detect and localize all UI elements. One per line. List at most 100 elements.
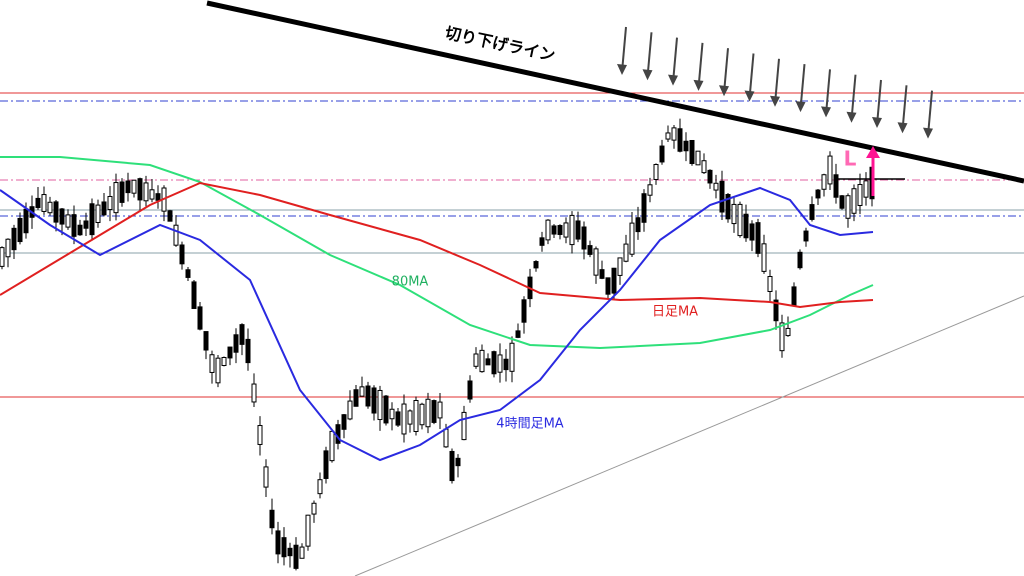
candle-body bbox=[605, 277, 611, 295]
candle-body bbox=[341, 414, 347, 430]
candle-body bbox=[449, 450, 455, 482]
candle-body bbox=[587, 245, 593, 255]
candle-body bbox=[677, 128, 683, 152]
candle-body bbox=[53, 201, 59, 223]
candle-body bbox=[383, 395, 389, 424]
down-arrow-head bbox=[821, 106, 831, 118]
candle-body bbox=[695, 150, 701, 166]
candle-body bbox=[209, 354, 215, 373]
candle-body bbox=[149, 189, 155, 200]
candle-body bbox=[239, 324, 245, 345]
candle-body bbox=[581, 226, 587, 250]
candle-body bbox=[443, 428, 449, 448]
down-arrow bbox=[646, 32, 653, 78]
candle-body bbox=[701, 160, 707, 174]
candle-body bbox=[761, 243, 767, 272]
candle-body bbox=[227, 346, 233, 359]
candle-body bbox=[11, 227, 17, 251]
candle-body bbox=[257, 425, 263, 445]
down-arrow bbox=[876, 79, 882, 126]
candle-body bbox=[773, 299, 779, 322]
candle-body bbox=[407, 410, 413, 425]
candle-body bbox=[755, 222, 761, 254]
candle-body bbox=[863, 180, 869, 198]
candle-body bbox=[533, 261, 539, 269]
candle-body bbox=[101, 201, 107, 216]
candle-body bbox=[785, 327, 791, 337]
candle-body bbox=[659, 145, 665, 163]
candle-body bbox=[137, 178, 143, 201]
candle-body bbox=[455, 457, 461, 467]
candle-body bbox=[377, 389, 383, 421]
candle-body bbox=[317, 479, 323, 495]
down-arrow bbox=[799, 64, 806, 110]
candle-body bbox=[635, 217, 641, 233]
candle-body bbox=[437, 401, 443, 419]
candle-body bbox=[389, 408, 395, 420]
candle-body bbox=[503, 358, 509, 371]
candle-body bbox=[653, 164, 659, 180]
candle-body bbox=[35, 197, 41, 209]
candle-body bbox=[125, 180, 131, 194]
candle-body bbox=[401, 403, 407, 435]
down-arrow-head bbox=[795, 101, 806, 113]
ma80-label: 80MA bbox=[392, 275, 429, 290]
candle-body bbox=[857, 184, 863, 206]
down-arrow bbox=[850, 74, 857, 120]
down-arrow-head bbox=[642, 69, 653, 81]
candle-body bbox=[545, 219, 551, 241]
candle-body bbox=[713, 182, 719, 191]
entry-label: L bbox=[844, 147, 857, 171]
arrows bbox=[617, 26, 933, 139]
candle-body bbox=[233, 334, 239, 353]
candle-body bbox=[473, 353, 479, 367]
candle-body bbox=[17, 217, 23, 243]
candle-body bbox=[311, 502, 317, 515]
candle-body bbox=[491, 351, 497, 375]
candle-body bbox=[539, 237, 545, 246]
candle-body bbox=[113, 182, 119, 214]
candle-body bbox=[845, 195, 851, 219]
candle-body bbox=[707, 169, 713, 184]
down-arrow-head bbox=[897, 122, 908, 134]
candle-body bbox=[143, 182, 149, 202]
candle-body bbox=[797, 251, 803, 269]
candle-body bbox=[107, 195, 113, 211]
candle-body bbox=[71, 214, 77, 237]
candle-body bbox=[221, 356, 227, 367]
candle-body bbox=[749, 223, 755, 241]
candle-body bbox=[719, 180, 725, 213]
candle-body bbox=[77, 224, 83, 236]
candle-body bbox=[65, 214, 71, 228]
candle-body bbox=[809, 204, 815, 220]
candle-body bbox=[83, 220, 89, 229]
candle-body bbox=[743, 213, 749, 239]
candle-body bbox=[0, 247, 5, 267]
candle-body bbox=[41, 194, 47, 212]
candle-body bbox=[821, 174, 827, 190]
candle-body bbox=[359, 386, 365, 397]
candle-body bbox=[599, 269, 605, 279]
candle-body bbox=[779, 322, 785, 352]
candle-body bbox=[731, 203, 737, 225]
candle-body bbox=[509, 342, 515, 372]
candle-body bbox=[563, 222, 569, 238]
candle-body bbox=[167, 210, 173, 222]
candle-body bbox=[347, 400, 353, 420]
candle-body bbox=[323, 450, 329, 479]
candle-body bbox=[521, 299, 527, 323]
candle-body bbox=[281, 537, 287, 558]
down-arrow-head bbox=[617, 64, 627, 75]
candle-body bbox=[245, 338, 251, 364]
h4-ma-line bbox=[0, 186, 874, 462]
candle-body bbox=[629, 222, 635, 255]
candle-body bbox=[689, 139, 695, 165]
candle-body bbox=[371, 387, 377, 414]
candle-body bbox=[431, 400, 437, 423]
candle-body bbox=[851, 188, 857, 214]
down-arrow-head bbox=[846, 111, 857, 123]
down-arrow bbox=[672, 37, 678, 83]
candle-body bbox=[611, 267, 617, 294]
candle-body bbox=[263, 466, 269, 488]
down-arrow-head bbox=[770, 95, 780, 107]
